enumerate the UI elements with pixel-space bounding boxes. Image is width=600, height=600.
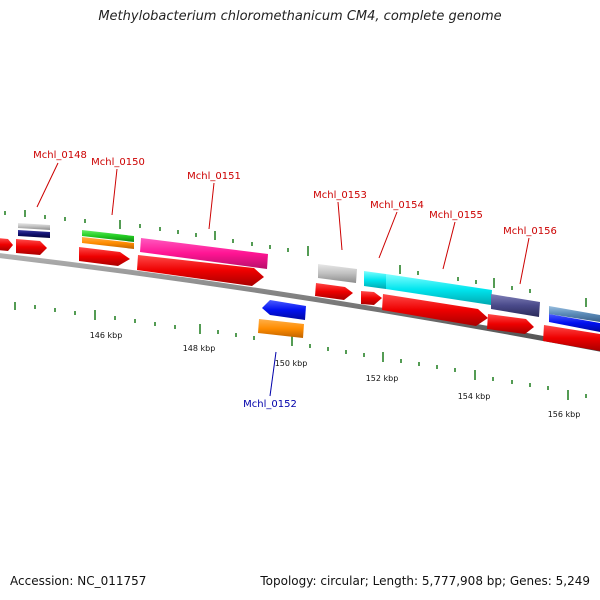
forward-features [0,223,600,351]
cds-arrow [0,238,13,251]
gene-block-cyan [386,274,492,305]
scale-label: 154 kbp [458,392,491,401]
gene-block-green [82,230,134,242]
gene-block-orange [258,319,304,338]
label-leaders [36,162,530,397]
accession-text: Accession: NC_011757 [10,574,147,588]
scale-label: 156 kbp [548,410,581,419]
scale-label: 150 kbp [275,359,308,368]
cds-arrow [79,247,130,266]
scale-label: 148 kbp [183,344,216,353]
forward-tick-marks [4,210,587,307]
gene-label[interactable]: Mchl_0150 [91,157,145,168]
gene-label[interactable]: Mchl_0151 [187,171,241,182]
gene-block-steel [549,306,600,322]
gene-labels: Mchl_0148 Mchl_0150 Mchl_0151 Mchl_0153 … [33,150,557,410]
gene-label[interactable]: Mchl_0155 [429,210,483,221]
gene-label[interactable]: Mchl_0148 [33,150,87,161]
cds-arrow [487,314,534,334]
map-title: Methylobacterium chloromethanicum CM4, c… [98,9,502,24]
topology-text: Topology: circular; Length: 5,777,908 bp… [260,574,590,588]
gene-block-blue [549,314,600,332]
cds-arrow [315,283,353,300]
scale-label: 152 kbp [366,374,399,383]
genome-backbone [0,253,600,352]
gene-label[interactable]: Mchl_0152 [243,399,297,410]
gene-block-orange [82,237,134,249]
gene-block-grey [318,264,357,283]
gene-block-pink [140,238,268,269]
gene-label[interactable]: Mchl_0153 [313,190,367,201]
scale-labels: 146 kbp 148 kbp 150 kbp 152 kbp 154 kbp … [90,331,581,419]
reverse-tick-marks [14,302,587,400]
gene-label[interactable]: Mchl_0154 [370,200,424,211]
cds-arrow [361,291,382,305]
gene-block-grey [18,223,50,230]
cds-arrow-reverse [262,300,306,320]
reverse-features [258,300,306,338]
gene-block-navy [18,230,50,238]
cds-arrow [137,255,264,286]
cds-arrow [382,294,488,326]
gene-block-slate [491,294,540,317]
cds-arrow [543,325,600,351]
scale-label: 146 kbp [90,331,123,340]
gene-block-cyan [364,271,386,289]
cds-arrow [16,239,47,255]
gene-label[interactable]: Mchl_0156 [503,226,557,237]
